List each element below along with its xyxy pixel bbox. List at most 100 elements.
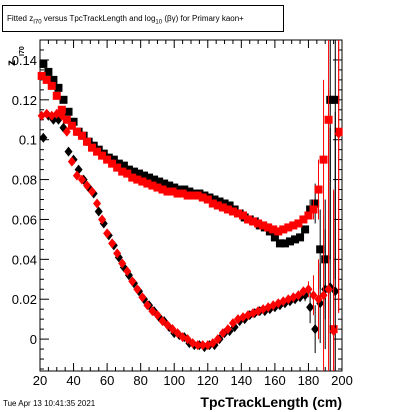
data-point-square (264, 223, 273, 232)
data-point-square (150, 175, 159, 184)
data-point-diamond (88, 186, 97, 197)
data-point-square (213, 201, 222, 210)
data-point-square (309, 205, 318, 214)
data-point-diamond (62, 126, 71, 137)
data-point-diamond (114, 252, 123, 263)
data-point-square (316, 245, 325, 254)
y-tick-label: 0.12 (12, 93, 37, 108)
x-tick-label: 40 (66, 373, 80, 388)
data-point-square (331, 95, 340, 104)
data-point-square (173, 189, 182, 198)
x-axis-label: TpcTrackLength (cm) (200, 394, 342, 410)
data-point-diamond (98, 214, 107, 225)
data-point-square (304, 211, 313, 220)
data-point-diamond (168, 324, 177, 335)
data-point-square (203, 195, 212, 204)
data-point-diamond (108, 238, 117, 249)
title-suffix: (βγ) for Primary kaon+ (162, 14, 244, 23)
data-point-diamond (223, 324, 232, 335)
data-point-square (326, 95, 335, 104)
data-point-square (163, 187, 172, 196)
data-point-square (218, 203, 227, 212)
data-point-square (119, 161, 128, 170)
data-point-square (299, 215, 308, 224)
title-sub-10: 10 (155, 19, 163, 26)
data-point-square (249, 217, 258, 226)
data-point-square (88, 143, 97, 152)
data-point-diamond (113, 248, 122, 259)
data-point-square (165, 181, 174, 190)
data-point-diamond (294, 290, 303, 301)
y-axis-label-sub: I70 (19, 46, 26, 56)
y-tick-label: 0.14 (12, 53, 37, 68)
data-point-diamond (103, 228, 112, 239)
data-point-diamond (118, 258, 127, 269)
data-point-square (285, 237, 294, 246)
data-point-square (143, 179, 152, 188)
x-tick-label: 180 (298, 373, 320, 388)
data-point-square (98, 151, 107, 160)
data-point-diamond (128, 276, 137, 287)
data-point-diamond (311, 324, 320, 335)
data-point-diamond (148, 306, 157, 317)
data-point-diamond (198, 340, 207, 351)
data-point-square (54, 83, 63, 92)
x-tick-label: 100 (163, 373, 185, 388)
data-point-diamond (314, 294, 323, 305)
x-tick-label: 200 (331, 373, 353, 388)
data-point-square (47, 81, 56, 90)
data-point-square (140, 171, 149, 180)
x-tick-label: 140 (230, 373, 252, 388)
data-point-square (108, 159, 117, 168)
data-point-square (148, 181, 157, 190)
data-point-square (280, 239, 289, 248)
data-point-square (270, 233, 279, 242)
data-point-square (64, 107, 73, 116)
data-point-diamond (77, 174, 86, 185)
x-tick-label: 80 (133, 373, 147, 388)
data-point-square (311, 199, 320, 208)
data-point-diamond (93, 198, 102, 209)
data-point-diamond (138, 292, 147, 303)
data-point-square (160, 179, 169, 188)
data-point-square (133, 175, 142, 184)
timestamp: Tue Apr 13 10:41:35 2021 (3, 399, 96, 408)
data-point-square (49, 75, 58, 84)
data-point-square (77, 131, 86, 140)
data-point-square (289, 221, 298, 230)
data-point-square (193, 191, 202, 200)
data-point-square (42, 75, 51, 84)
data-point-diamond (82, 180, 91, 191)
data-point-square (153, 183, 162, 192)
data-point-square (57, 105, 66, 114)
data-point-square (188, 191, 197, 200)
title-mid: versus TpcTrackLength and log (41, 14, 156, 23)
data-point-square (118, 167, 127, 176)
data-point-diamond (193, 340, 202, 351)
x-tick-label: 60 (100, 373, 114, 388)
data-point-diamond (143, 300, 152, 311)
data-point-square (198, 193, 207, 202)
data-point-diamond (123, 266, 132, 277)
data-point-square (82, 137, 91, 146)
data-point-square (228, 207, 237, 216)
data-point-diamond (334, 128, 343, 139)
data-point-diamond (94, 206, 103, 217)
data-point-square (233, 209, 242, 218)
data-point-square (183, 191, 192, 200)
data-point-square (244, 215, 253, 224)
axis-tick-labels: 20 40 60 80 100 120 140 160 180 200 0 0.02 0.04 0.06 0… (12, 53, 353, 388)
data-point-diamond (228, 318, 237, 329)
title-prefix: Fitted z (7, 14, 34, 23)
data-point-diamond (208, 338, 217, 349)
data-point-square (67, 121, 76, 130)
y-tick-label: 0.04 (12, 252, 37, 267)
data-point-diamond (64, 146, 73, 157)
y-tick-label: 0.08 (12, 173, 37, 188)
data-point-square (145, 173, 154, 182)
y-tick-label: 0.06 (12, 212, 37, 227)
data-point-square (59, 95, 68, 104)
data-point-square (113, 163, 122, 172)
data-point-diamond (249, 308, 258, 319)
